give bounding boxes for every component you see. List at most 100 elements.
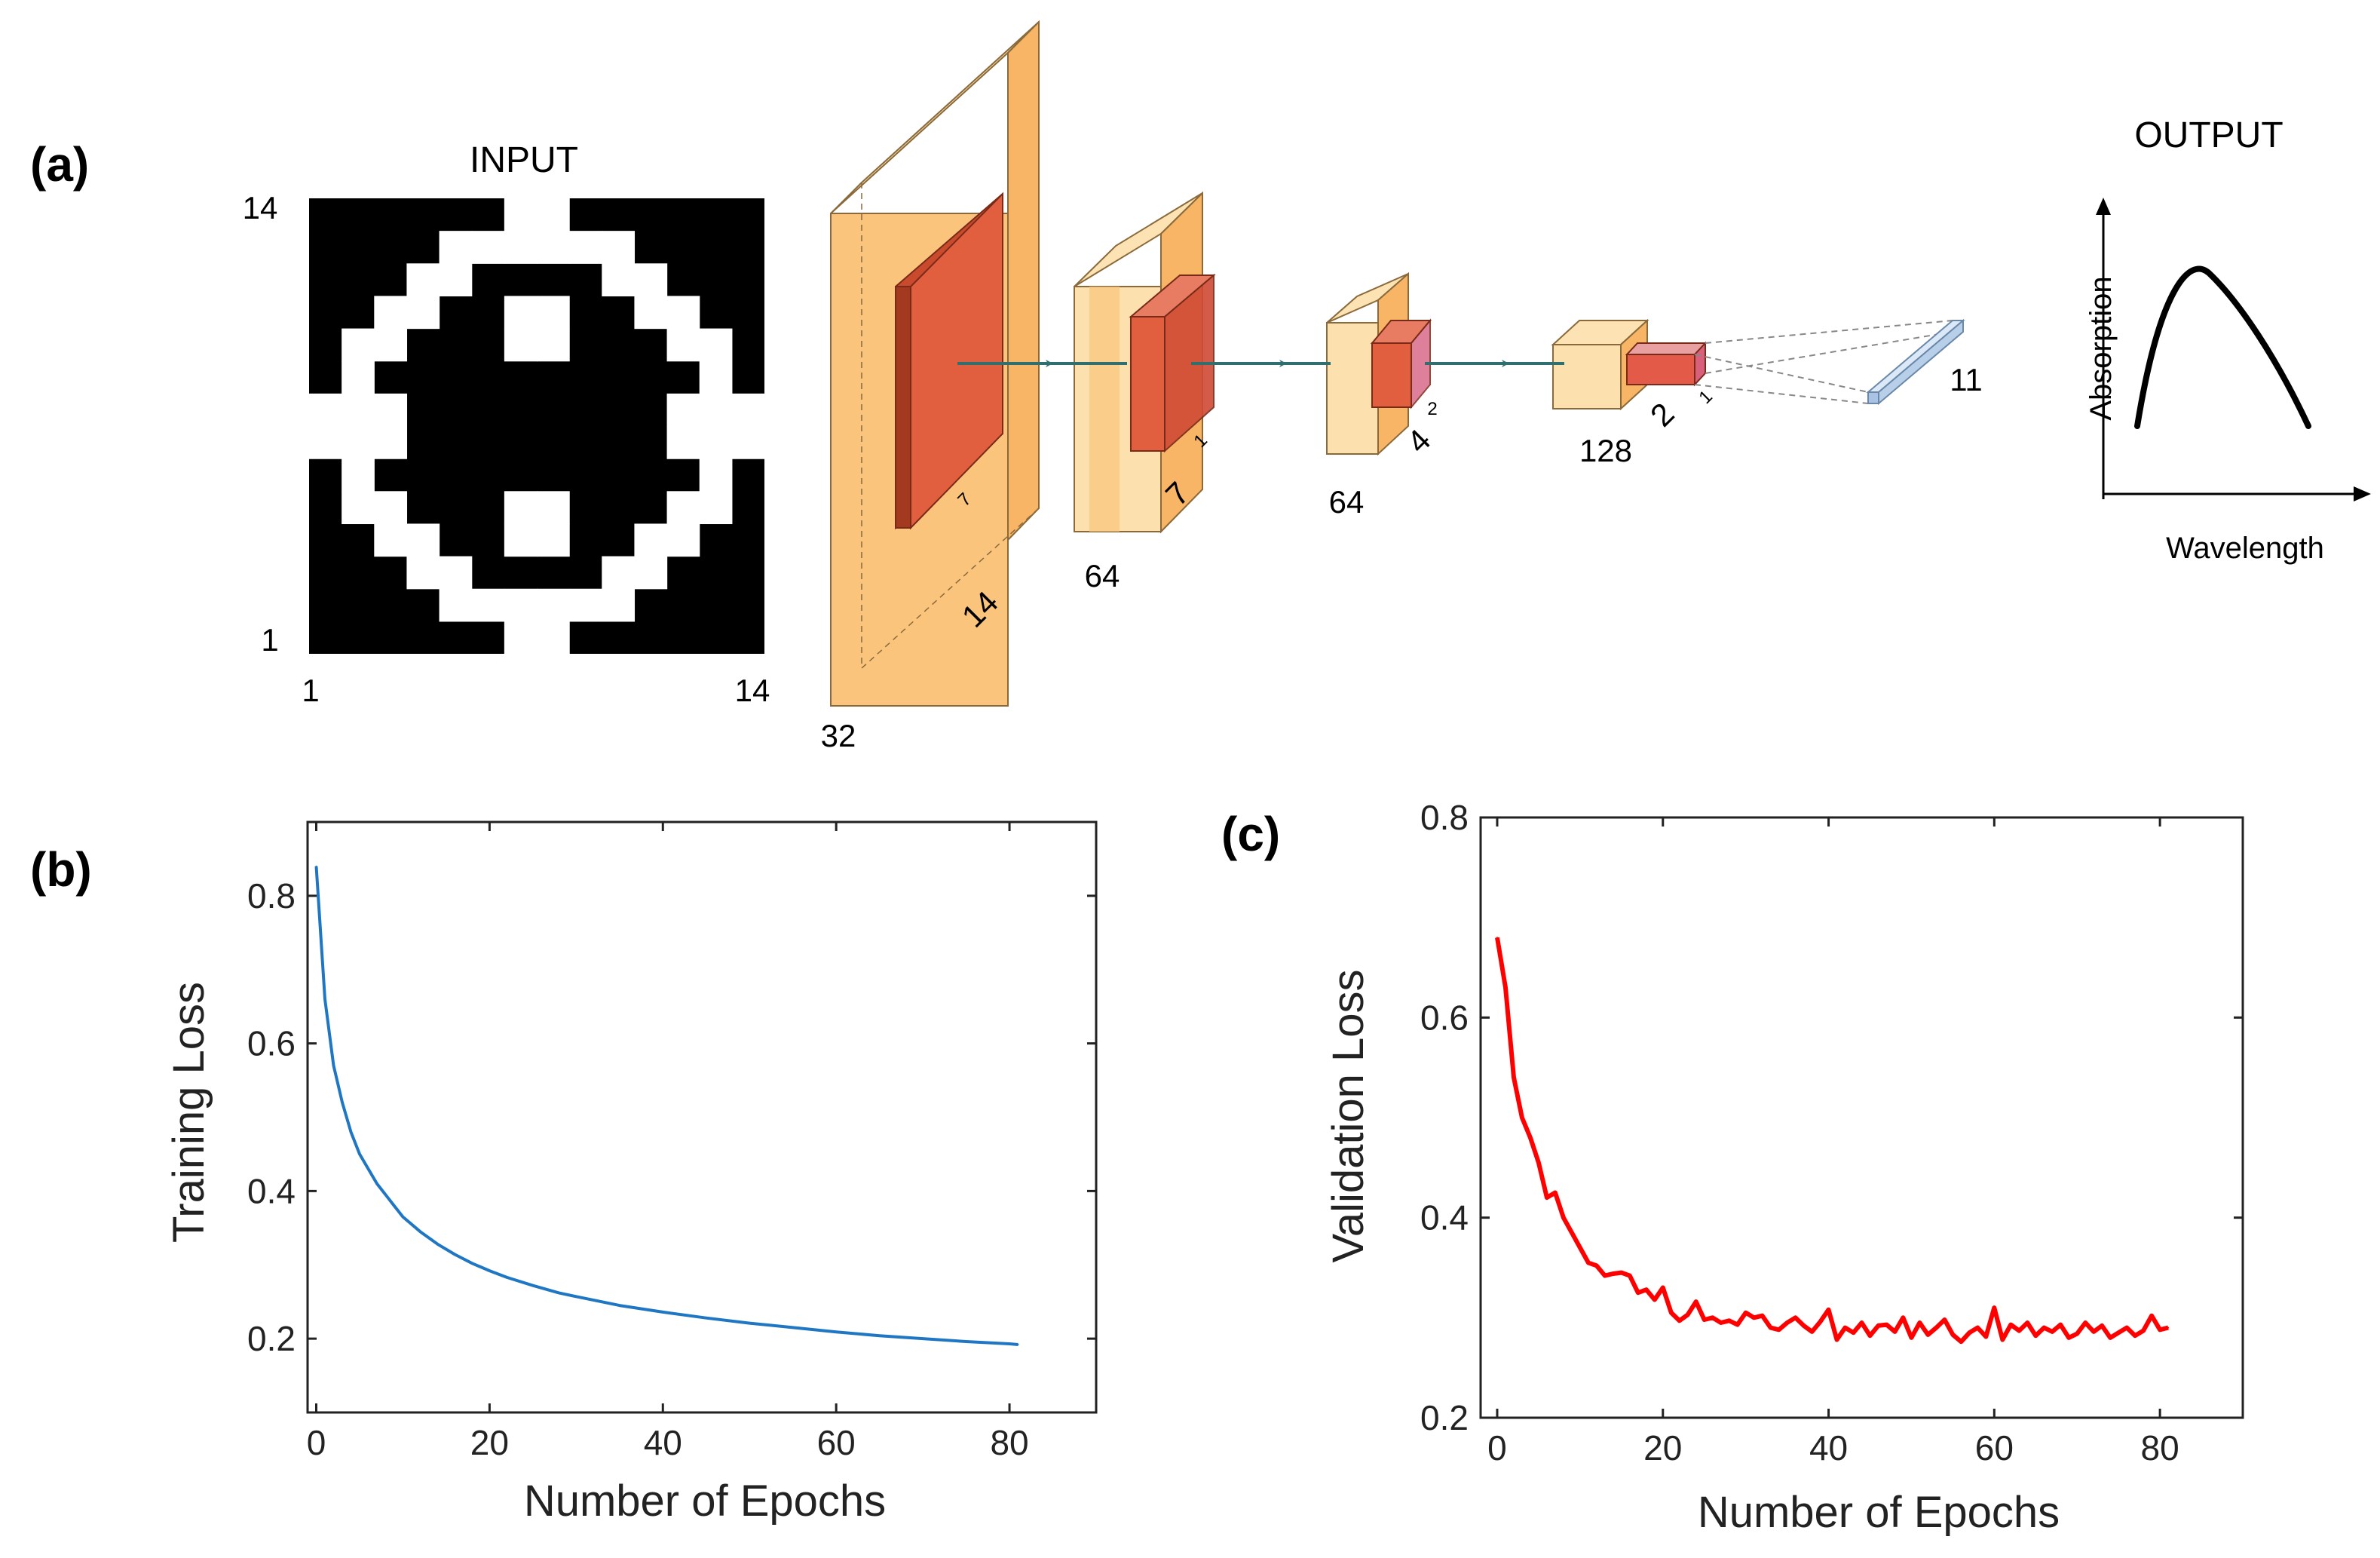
output-xlabel: Wavelength bbox=[2166, 532, 2324, 565]
data-point bbox=[376, 1182, 378, 1185]
input-pattern-cell bbox=[342, 393, 375, 427]
data-point bbox=[1877, 1324, 1879, 1326]
input-y-top-label: 14 bbox=[243, 190, 278, 225]
output-vector-size-label: 11 bbox=[1950, 362, 1983, 397]
input-pattern-cell bbox=[537, 198, 570, 232]
data-point bbox=[489, 1270, 491, 1272]
y-tick-label: 0.8 bbox=[1420, 798, 1469, 837]
data-point bbox=[1637, 1292, 1639, 1294]
input-pattern-cell bbox=[569, 231, 602, 264]
x-tick-label: 0 bbox=[1487, 1428, 1507, 1468]
input-pattern-cell bbox=[504, 198, 538, 232]
y-tick-label: 0.2 bbox=[1420, 1398, 1469, 1437]
data-point bbox=[1894, 1330, 1896, 1333]
layer3-depth-label: 64 bbox=[1329, 484, 1365, 520]
data-point bbox=[2109, 1336, 2112, 1339]
input-pattern-cell bbox=[731, 426, 765, 459]
input-pattern-cell bbox=[602, 231, 636, 264]
y-tick-label: 0.4 bbox=[247, 1171, 296, 1210]
input-pattern-cell bbox=[406, 296, 440, 330]
conv-layer-4: 128 2 1 bbox=[1551, 318, 1717, 468]
input-pattern-cell bbox=[699, 360, 733, 394]
data-point bbox=[1753, 1317, 1755, 1319]
input-pattern-cell bbox=[666, 426, 700, 459]
data-point bbox=[1852, 1332, 1855, 1334]
input-pattern-cell bbox=[634, 296, 668, 330]
input-pattern-grid bbox=[309, 198, 765, 655]
input-pattern-cell bbox=[666, 393, 700, 427]
data-point bbox=[1927, 1333, 1929, 1336]
x-tick-label: 20 bbox=[470, 1423, 509, 1462]
data-point bbox=[1521, 1117, 1523, 1118]
output-vector: 11 bbox=[1866, 318, 1983, 406]
plot-frame bbox=[306, 820, 1098, 1414]
data-point bbox=[2002, 1339, 2004, 1341]
input-pattern-cell bbox=[537, 296, 570, 330]
data-point bbox=[1703, 1319, 1705, 1320]
data-point bbox=[1513, 1076, 1515, 1078]
data-point bbox=[1545, 1197, 1548, 1199]
data-point bbox=[1537, 1161, 1539, 1164]
x-tick-label: 0 bbox=[307, 1423, 326, 1462]
input-pattern-cell bbox=[666, 523, 700, 557]
x-tick-label: 60 bbox=[817, 1423, 856, 1462]
data-point bbox=[1869, 1335, 1871, 1337]
data-point bbox=[350, 1131, 352, 1133]
data-point bbox=[419, 1231, 421, 1233]
data-point bbox=[2159, 1329, 2161, 1331]
data-point bbox=[1993, 1307, 1996, 1309]
input-pattern-cell bbox=[537, 231, 570, 264]
data-point bbox=[1628, 1274, 1631, 1277]
data-point bbox=[1604, 1274, 1606, 1277]
loss-series-line bbox=[314, 866, 1018, 1346]
data-point bbox=[1885, 1323, 1888, 1326]
input-pattern-cell bbox=[374, 328, 408, 362]
input-pattern-cell bbox=[504, 523, 538, 557]
input-pattern-cell bbox=[634, 556, 668, 590]
input-pattern-cell bbox=[439, 263, 473, 297]
data-point bbox=[1728, 1320, 1730, 1322]
conv-layer-2: 64 7 1 bbox=[1074, 191, 1216, 593]
y-tick-label: 0.8 bbox=[247, 876, 296, 915]
input-pattern-cell bbox=[374, 296, 408, 330]
plot-frame bbox=[1479, 816, 2244, 1419]
data-point bbox=[1836, 1339, 1838, 1341]
input-pattern-cell bbox=[602, 588, 636, 622]
layer4-side-label: 2 bbox=[1643, 396, 1681, 434]
x-tick-label: 20 bbox=[1643, 1428, 1682, 1468]
x-tick-label: 80 bbox=[2141, 1428, 2179, 1468]
input-pattern-cell bbox=[537, 328, 570, 362]
input-title: INPUT bbox=[470, 140, 578, 180]
data-point bbox=[471, 1262, 473, 1265]
input-pattern-cell bbox=[374, 523, 408, 557]
input-pattern-cell bbox=[309, 393, 342, 427]
chart-b-xlabel: Number of Epochs bbox=[524, 1477, 886, 1526]
data-point bbox=[1803, 1324, 1805, 1326]
data-point bbox=[2151, 1314, 2153, 1317]
data-point bbox=[1960, 1341, 1962, 1343]
data-point bbox=[618, 1305, 620, 1307]
input-pattern-cell bbox=[406, 263, 440, 297]
input-pattern-cell bbox=[699, 459, 733, 492]
input-pattern-cell bbox=[666, 491, 700, 525]
x-tick-label: 60 bbox=[1975, 1428, 2014, 1468]
data-point bbox=[1786, 1322, 1788, 1323]
data-point bbox=[1496, 937, 1498, 939]
data-point bbox=[393, 1205, 395, 1207]
data-point bbox=[2068, 1336, 2070, 1339]
layer1-depth-label: 32 bbox=[821, 718, 856, 753]
output-ylabel: Absorption bbox=[2084, 276, 2118, 420]
input-pattern: INPUT 14 1 1 14 bbox=[243, 140, 770, 708]
data-point bbox=[965, 1341, 967, 1342]
input-pattern-cell bbox=[634, 523, 668, 557]
input-x-right-label: 14 bbox=[735, 673, 770, 708]
data-point bbox=[1819, 1320, 1821, 1323]
data-point bbox=[2143, 1330, 2145, 1332]
input-pattern-cell bbox=[602, 263, 636, 297]
data-point bbox=[1711, 1317, 1714, 1319]
data-point bbox=[1670, 1311, 1672, 1314]
data-point bbox=[2043, 1326, 2045, 1329]
input-pattern-cell bbox=[634, 263, 668, 297]
data-point bbox=[2060, 1323, 2062, 1326]
